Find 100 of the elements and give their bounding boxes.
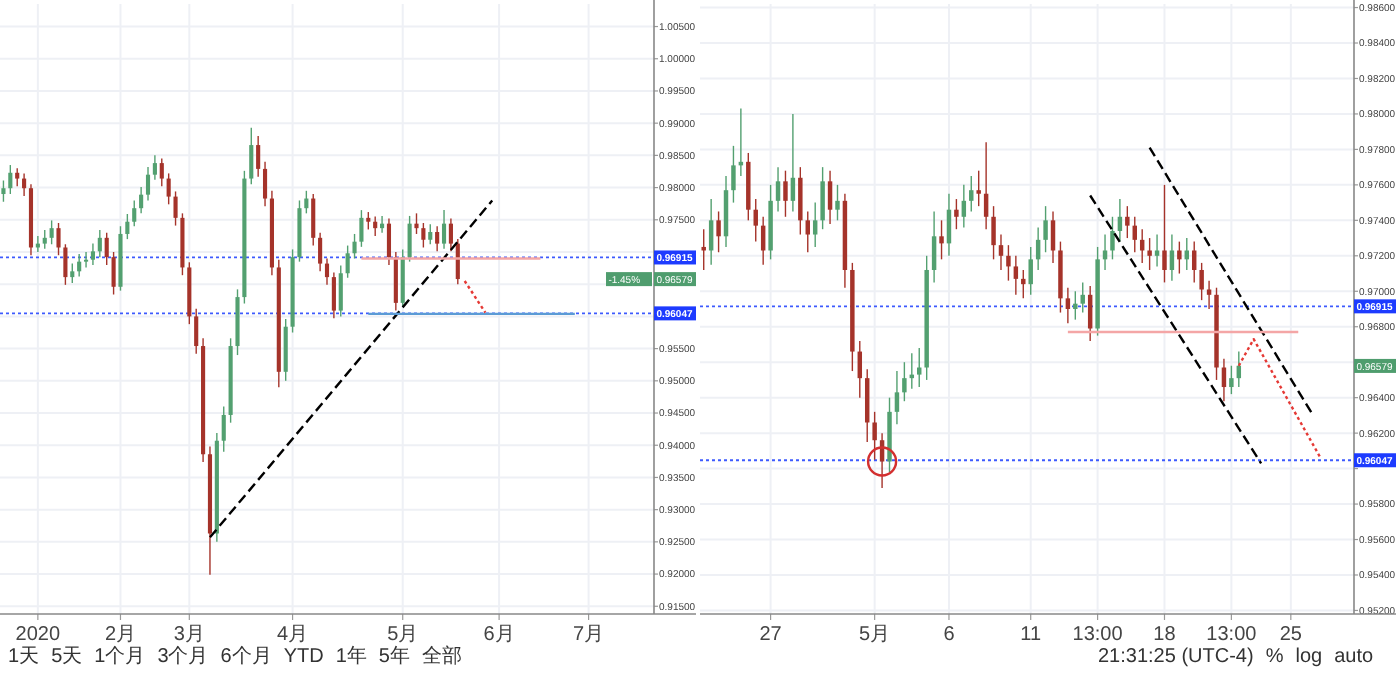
candlestick (1073, 290, 1078, 321)
candlestick (835, 184, 840, 222)
candlestick (262, 161, 268, 207)
x-tick-label: 13:00 (1206, 624, 1258, 646)
candlestick (70, 262, 75, 284)
candlestick (1043, 205, 1048, 253)
candlestick (311, 193, 316, 247)
candlestick (1006, 244, 1011, 282)
x-tick-label: 27 (759, 624, 783, 646)
candlestick (159, 157, 164, 187)
candlestick (1191, 240, 1197, 284)
candlestick (902, 361, 907, 402)
text: log (1295, 646, 1323, 668)
candlestick (991, 205, 996, 261)
candlestick (805, 210, 810, 253)
candlestick (775, 166, 781, 213)
candlestick (400, 248, 405, 308)
x-tick-label: 2月 (104, 624, 137, 646)
candlestick (221, 405, 226, 453)
candlestick (56, 222, 61, 256)
candlestick (820, 166, 825, 230)
candlestick (1147, 237, 1152, 271)
text: 1天 (8, 646, 40, 668)
candlestick (15, 167, 20, 187)
candlestick (139, 186, 144, 215)
candlestick (393, 251, 398, 312)
candlestick (249, 126, 254, 186)
x-tick-label: 18 (1153, 624, 1177, 646)
candlestick (969, 175, 974, 213)
candlestick (42, 229, 47, 250)
candlestick (173, 190, 178, 227)
candlestick (386, 217, 392, 266)
candlestick (1125, 205, 1130, 239)
text: % (1265, 646, 1284, 668)
candlestick (132, 199, 137, 227)
candlestick (1154, 233, 1160, 268)
candlestick (731, 145, 736, 204)
candlestick (1206, 279, 1212, 310)
candlestick (701, 228, 706, 271)
candlestick (22, 172, 27, 197)
text: 5天 (51, 646, 83, 668)
candlestick (998, 233, 1004, 271)
text: 全部 (421, 644, 462, 668)
candlestick (331, 271, 336, 320)
text: YTD (283, 646, 324, 668)
candlestick (407, 215, 412, 263)
candlestick (939, 219, 944, 261)
text: auto (1334, 646, 1374, 668)
candlestick (345, 244, 350, 279)
candlestick (708, 198, 714, 266)
candlestick (812, 201, 818, 248)
candlestick (145, 166, 151, 202)
candlestick (166, 172, 171, 206)
candlestick (428, 223, 433, 245)
candlestick (324, 257, 330, 286)
candlestick (283, 318, 288, 382)
candlestick (435, 225, 440, 253)
candlestick (90, 242, 95, 266)
x-tick-label: 6月 (483, 624, 515, 646)
candlestick (894, 370, 900, 425)
text: 1个月 (94, 644, 146, 668)
candlestick (746, 152, 751, 222)
candlestick (1, 179, 6, 203)
x-tick-label: 5月 (387, 624, 419, 646)
candlestick (783, 169, 788, 218)
candlestick (1162, 184, 1167, 284)
candlestick (753, 198, 758, 243)
candlestick (63, 243, 68, 286)
candlestick (1110, 216, 1115, 261)
candlestick (872, 411, 877, 461)
candlestick (111, 251, 116, 296)
candlestick (1058, 240, 1063, 314)
candlestick (97, 229, 102, 258)
candlestick (256, 135, 261, 178)
candlestick (1229, 365, 1234, 395)
candlestick (1028, 246, 1033, 296)
candlestick (49, 219, 54, 245)
candlestick (1021, 269, 1026, 300)
candlestick (1199, 262, 1204, 301)
candlestick (304, 190, 309, 215)
candlestick (1102, 233, 1108, 271)
candlestick (359, 209, 364, 248)
candlestick (1184, 237, 1190, 271)
candlestick (338, 264, 343, 318)
candlestick (1050, 210, 1056, 264)
candlestick (83, 251, 89, 269)
x-tick-label: 25 (1279, 624, 1303, 646)
candlestick (716, 210, 721, 253)
text: 21:31:25 (UTC-4) (1098, 646, 1254, 668)
candlestick (125, 213, 130, 240)
candlestick (352, 233, 357, 260)
x-tick-label: 11 (1020, 624, 1042, 646)
text: 5年 (378, 644, 410, 668)
candlestick (414, 212, 419, 235)
x-tick-label: 13:00 (1072, 624, 1124, 646)
candlestick (421, 222, 426, 249)
text: 1年 (335, 644, 367, 668)
candlestick (976, 169, 981, 207)
candlestick (827, 169, 833, 225)
x-tick-label: 6 (943, 624, 956, 646)
